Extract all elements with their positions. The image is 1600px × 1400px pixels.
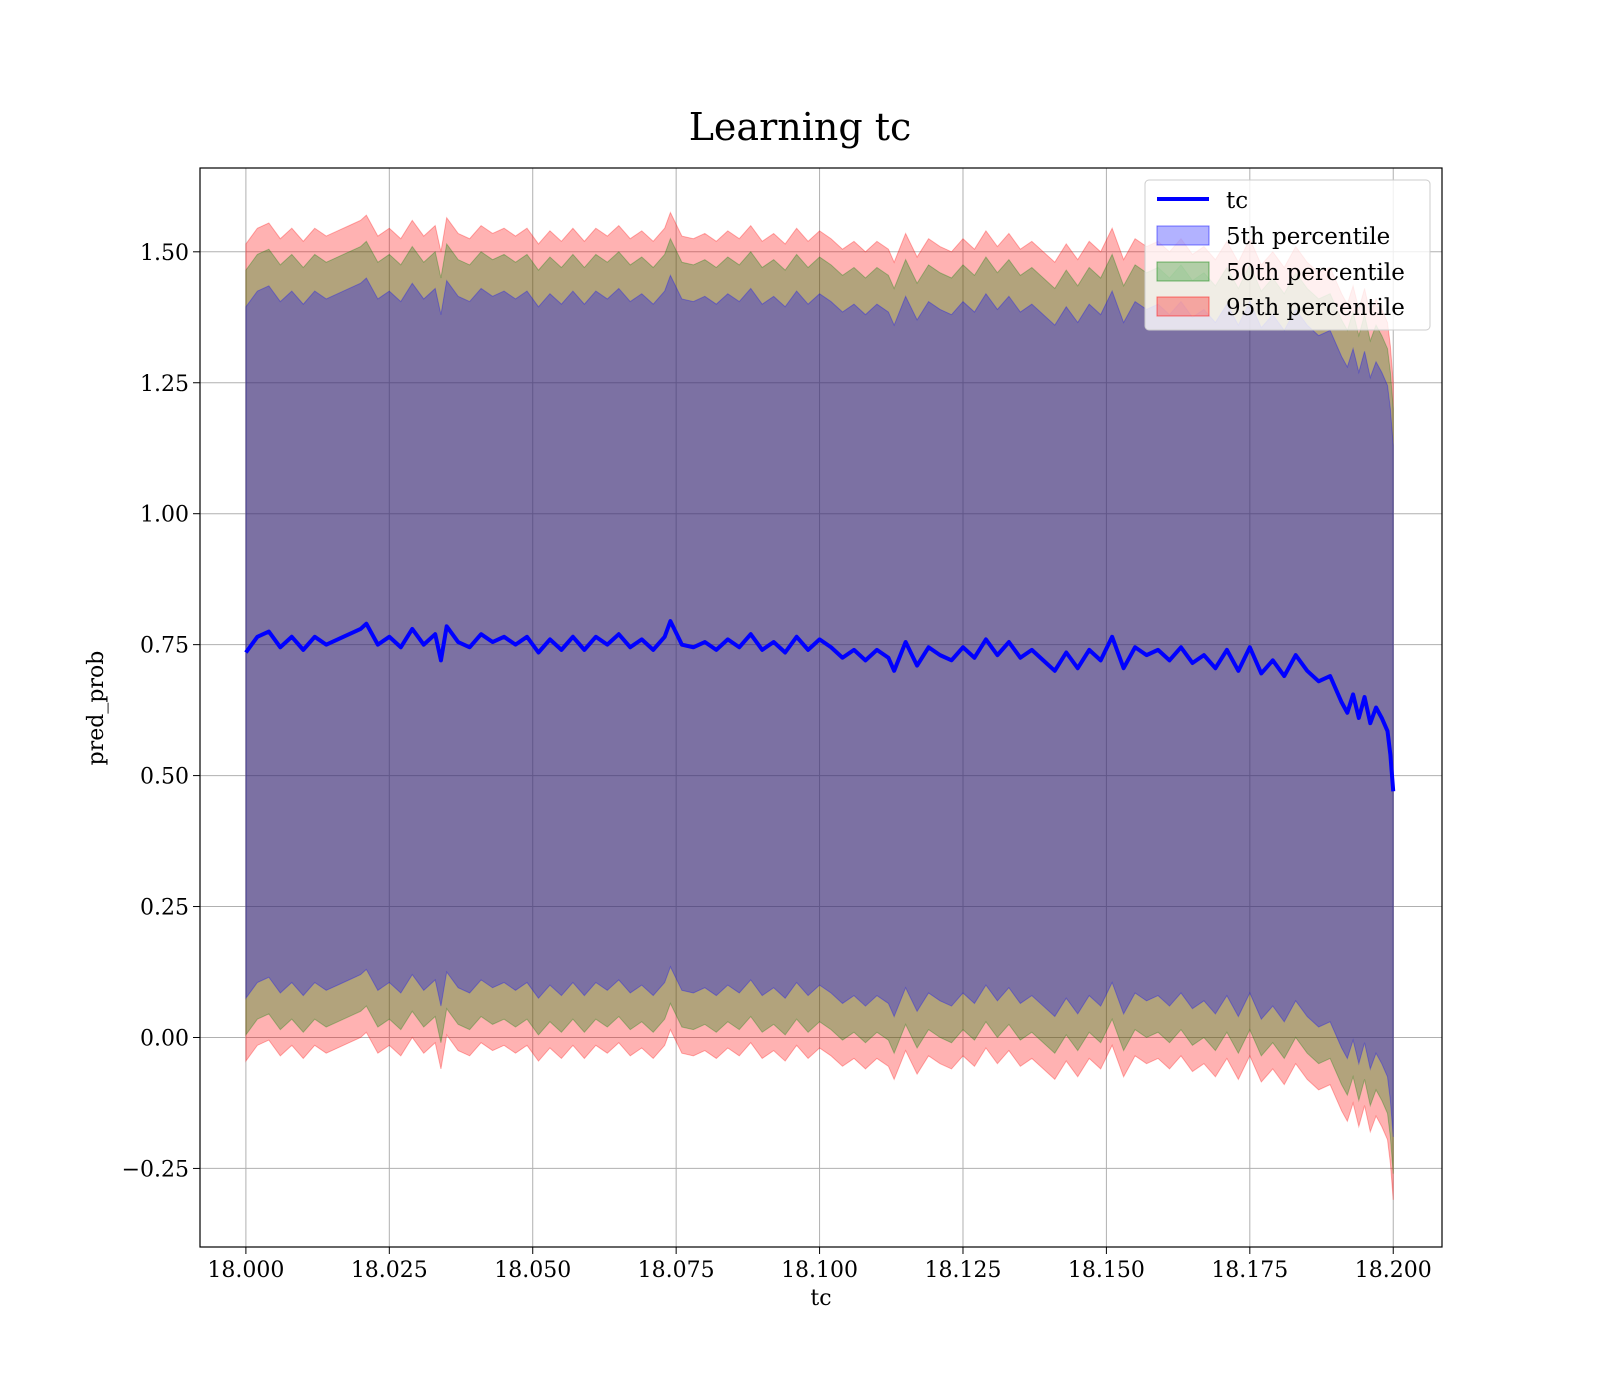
x-tick-label: 18.100 <box>781 1258 858 1283</box>
legend-label-50th-percentile: 50th percentile <box>1226 260 1405 286</box>
y-axis-label: pred_prob <box>84 651 109 766</box>
legend-handle-50th-percentile <box>1156 261 1210 282</box>
x-tick-label: 18.150 <box>1068 1258 1145 1283</box>
band-50th-percentile <box>245 237 1394 1174</box>
legend-label-5th-percentile: 5th percentile <box>1226 224 1390 250</box>
x-axis-label: tc <box>810 1286 831 1311</box>
y-tick-label: 1.25 <box>140 372 189 397</box>
legend-handle-5th-percentile <box>1156 225 1210 246</box>
x-tick-label: 18.050 <box>494 1258 571 1283</box>
y-tick-label: 0.75 <box>140 634 189 659</box>
y-tick-label: 1.00 <box>140 503 189 528</box>
legend-label-95th-percentile: 95th percentile <box>1226 295 1405 321</box>
x-axis-ticks: 18.000 18.025 18.050 18.075 18.100 18.125 18.1… <box>207 1247 1432 1283</box>
y-tick-label: 1.50 <box>140 241 189 266</box>
x-tick-label: 18.200 <box>1355 1258 1432 1283</box>
percentile-bands <box>245 211 1394 1200</box>
y-tick-label: 0.50 <box>140 765 189 790</box>
y-tick-label: −0.25 <box>122 1157 189 1182</box>
tc-line <box>244 619 1396 792</box>
x-tick-label: 18.175 <box>1211 1258 1288 1283</box>
y-axis-ticks: −0.25 0.00 0.25 0.50 0.75 1.00 1.25 1.50 <box>122 241 200 1182</box>
band-95th-percentile <box>245 211 1394 1200</box>
legend: tc 5th percentile 50th percentile 95th p… <box>1144 179 1431 331</box>
chart-title: Learning tc <box>689 105 912 149</box>
legend-label-tc: tc <box>1226 188 1248 214</box>
x-tick-label: 18.000 <box>207 1258 284 1283</box>
grid <box>200 168 1442 1247</box>
x-tick-label: 18.125 <box>924 1258 1001 1283</box>
band-5th-percentile <box>245 274 1394 1138</box>
y-tick-label: 0.25 <box>140 896 189 921</box>
y-tick-label: 0.00 <box>140 1026 189 1051</box>
legend-handle-95th-percentile <box>1156 296 1210 317</box>
plot-frame <box>199 167 1443 1248</box>
tc-line-layer <box>244 619 1396 792</box>
x-tick-label: 18.075 <box>638 1258 715 1283</box>
legend-box <box>1144 179 1431 331</box>
x-tick-label: 18.025 <box>351 1258 428 1283</box>
